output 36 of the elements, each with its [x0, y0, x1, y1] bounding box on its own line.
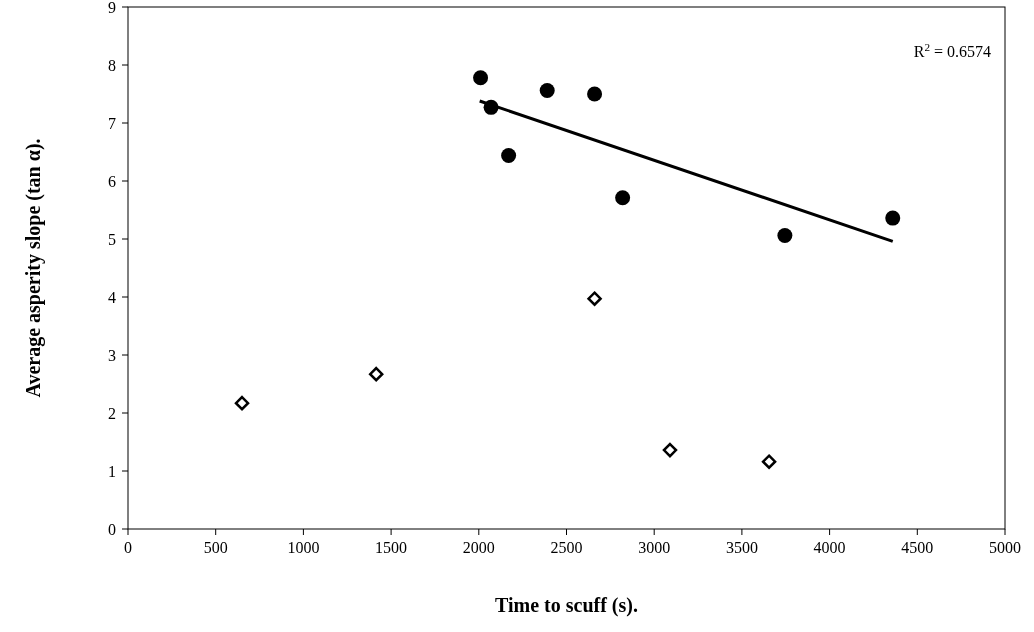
x-axis-title: Time to scuff (s). — [495, 594, 638, 617]
x-tick-label: 1000 — [287, 539, 320, 556]
y-tick-label: 6 — [108, 172, 116, 190]
x-tick-label: 1500 — [375, 539, 408, 556]
y-tick-label: 1 — [108, 462, 116, 480]
point — [234, 395, 250, 411]
point — [615, 190, 631, 206]
point — [368, 366, 384, 382]
point — [587, 291, 602, 306]
x-tick-label: 3500 — [725, 539, 758, 556]
annotation: R$^{2}$ = 0.6574 — [913, 41, 991, 60]
point — [587, 86, 603, 102]
x-tick-label: 2500 — [550, 539, 583, 556]
x-tick-label: 500 — [203, 539, 228, 556]
point — [539, 83, 555, 99]
y-tick-label: 8 — [108, 56, 116, 74]
y-tick-label: 0 — [108, 520, 116, 538]
point — [761, 454, 777, 469]
point — [777, 228, 793, 244]
x-tick-label: 5000 — [989, 539, 1021, 556]
y-tick-label: 4 — [108, 288, 116, 306]
y-tick-label: 9 — [108, 0, 116, 16]
x-tick-label: 2000 — [462, 539, 495, 556]
x-tick-label: 4500 — [901, 539, 934, 556]
y-tick-label: 5 — [108, 230, 116, 248]
y-tick-label: 2 — [108, 404, 116, 422]
point — [662, 442, 678, 458]
x-tick-label: 3000 — [638, 539, 671, 556]
point — [473, 70, 489, 86]
x-tick-label: 4000 — [813, 539, 846, 556]
x-tick-label: 0 — [124, 539, 132, 556]
y-tick-label: 3 — [108, 346, 116, 364]
point — [885, 210, 901, 226]
point — [501, 147, 517, 163]
y-tick-label: 7 — [108, 114, 116, 132]
y-axis-title: Average asperity slope (tan α). — [22, 138, 45, 398]
